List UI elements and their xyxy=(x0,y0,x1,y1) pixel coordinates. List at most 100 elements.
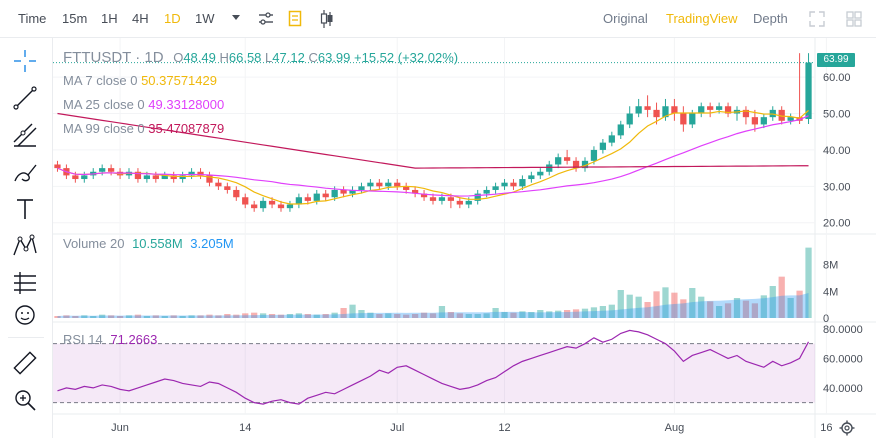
volume-bar xyxy=(465,314,472,318)
candle-body xyxy=(689,113,696,125)
tab-depth[interactable]: Depth xyxy=(753,11,788,26)
volume-bar xyxy=(510,312,517,318)
candle-body xyxy=(778,109,785,121)
volume-bar xyxy=(99,314,106,318)
chevron-down-icon[interactable] xyxy=(231,14,241,22)
candle-body xyxy=(134,171,142,180)
candle-body xyxy=(358,186,365,190)
volume-bar xyxy=(796,290,803,318)
candle-body xyxy=(295,197,303,205)
candle-body xyxy=(81,175,88,180)
price-legend: FTTUSDT · 1D O48.49 H66.58 L47.12 C63.99… xyxy=(63,49,458,66)
ma99-legend: MA 99 close 0 35.47087879 xyxy=(63,121,224,136)
open-label: O xyxy=(173,50,184,65)
candle-body xyxy=(152,175,159,180)
volume-bar xyxy=(349,304,356,318)
volume-bar xyxy=(778,276,785,318)
candle-body xyxy=(161,175,168,180)
volume-bar xyxy=(358,310,365,318)
chart-canvas[interactable]: 60.00 50.00 40.00 30.00 20.00 8M 4M 080.0000 60.… xyxy=(53,38,876,438)
volume-bar xyxy=(340,308,347,318)
rsi-tick-label: 80.0000 xyxy=(823,324,863,336)
volume-bar xyxy=(626,294,633,318)
open-value: 48.49 xyxy=(183,50,216,65)
candle-body xyxy=(54,164,61,169)
tb-1h[interactable]: 1H xyxy=(101,11,118,26)
candle-body xyxy=(653,109,660,118)
candle-body xyxy=(671,106,678,114)
rsi-label: RSI 14 xyxy=(63,332,103,347)
volume-label: Volume 20 xyxy=(63,236,125,251)
volume-bar xyxy=(474,314,481,318)
candle-body xyxy=(394,182,401,187)
candle-body xyxy=(805,62,812,120)
volume-bar xyxy=(376,314,383,318)
tb-time[interactable]: Time xyxy=(18,11,47,26)
crosshair-icon[interactable] xyxy=(10,46,40,76)
volume-bar xyxy=(447,312,455,318)
candle-body xyxy=(635,106,642,114)
volume-bar xyxy=(715,306,723,318)
tb-1w[interactable]: 1W xyxy=(195,11,215,26)
text-tool-icon[interactable] xyxy=(10,194,40,224)
indicators-icon[interactable] xyxy=(288,10,302,28)
rsi-tick-label: 40.0000 xyxy=(823,383,863,395)
volume-bar xyxy=(429,313,437,318)
candle-body xyxy=(572,160,580,169)
rsi-polyline xyxy=(57,329,810,405)
price-tick-label: 50.00 xyxy=(823,109,851,121)
ruler-icon[interactable] xyxy=(10,348,40,378)
candle-body xyxy=(385,182,392,187)
candle-body xyxy=(340,189,347,194)
measure-range-icon[interactable] xyxy=(10,268,40,298)
volume-bar xyxy=(563,310,571,318)
symbol-label: FTTUSDT · 1D xyxy=(63,49,164,66)
volume-bar xyxy=(590,307,598,318)
volume-bar xyxy=(751,303,759,318)
volume-bar xyxy=(286,314,294,318)
chart-area[interactable]: 60.00 50.00 40.00 30.00 20.00 8M 4M 0 80.0000 60.… xyxy=(53,38,876,438)
candle-body xyxy=(617,124,624,136)
tab-tradingview[interactable]: TradingView xyxy=(666,11,738,26)
candle-body xyxy=(438,197,446,201)
volume-bar xyxy=(519,311,526,318)
volume-value: 10.558M xyxy=(132,236,183,251)
candle-body xyxy=(555,157,562,165)
volume-bar xyxy=(170,315,177,318)
volume-bar xyxy=(259,313,267,318)
tb-1d[interactable]: 1D xyxy=(164,11,181,26)
volume-bar xyxy=(295,313,303,318)
volume-ma-value: 3.205M xyxy=(190,236,234,251)
time-tick-label: 12 xyxy=(498,422,510,434)
candle-body xyxy=(698,106,705,114)
change-value: +15.52 (+32.02%) xyxy=(354,50,459,65)
tab-original[interactable]: Original xyxy=(603,11,648,26)
volume-bar xyxy=(617,290,624,318)
tb-15m[interactable]: 15m xyxy=(62,11,88,26)
axes: 60.00 50.00 40.00 30.00 20.00 8M 4M 080.0000 60.… xyxy=(111,72,863,434)
volume-bar xyxy=(608,304,615,318)
grid-layout-icon[interactable] xyxy=(846,11,862,27)
pattern-tool-icon[interactable] xyxy=(10,231,40,261)
candle-body xyxy=(492,186,499,190)
volume-bar xyxy=(483,313,490,318)
high-label: H xyxy=(219,50,229,65)
volume-bar xyxy=(680,299,687,318)
candle-body xyxy=(760,117,767,125)
volume-bar xyxy=(268,314,276,318)
emoji-icon[interactable] xyxy=(10,300,40,330)
fullscreen-icon[interactable] xyxy=(809,11,825,27)
brush-icon[interactable] xyxy=(10,157,40,187)
tb-4h[interactable]: 4H xyxy=(132,11,149,26)
trend-line-icon[interactable] xyxy=(10,83,40,113)
gear-icon[interactable] xyxy=(839,420,855,436)
zoom-in-icon[interactable] xyxy=(10,385,40,415)
candle-type-icon[interactable] xyxy=(320,9,334,29)
volume-bar xyxy=(501,312,508,318)
volume-bar xyxy=(107,315,115,318)
volume-bar xyxy=(438,306,446,318)
price-tick-label: 30.00 xyxy=(823,181,851,193)
fib-retracement-icon[interactable] xyxy=(10,120,40,150)
volume-bar xyxy=(125,315,133,318)
settings-sliders-icon[interactable] xyxy=(258,11,274,27)
